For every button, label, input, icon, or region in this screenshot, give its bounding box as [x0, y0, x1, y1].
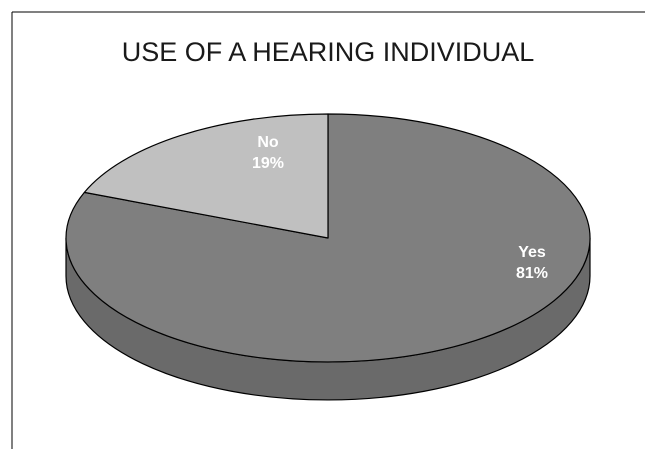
chart-title: USE OF A HEARING INDIVIDUAL [122, 37, 535, 67]
slice-label-yes-value: 81% [516, 265, 548, 282]
slice-label-no-value: 19% [252, 155, 284, 172]
slice-label-yes-name: Yes [518, 244, 546, 261]
pie-chart [65, 113, 591, 401]
pie-slice-no [83, 113, 329, 239]
slice-label-no-name: No [257, 134, 279, 151]
